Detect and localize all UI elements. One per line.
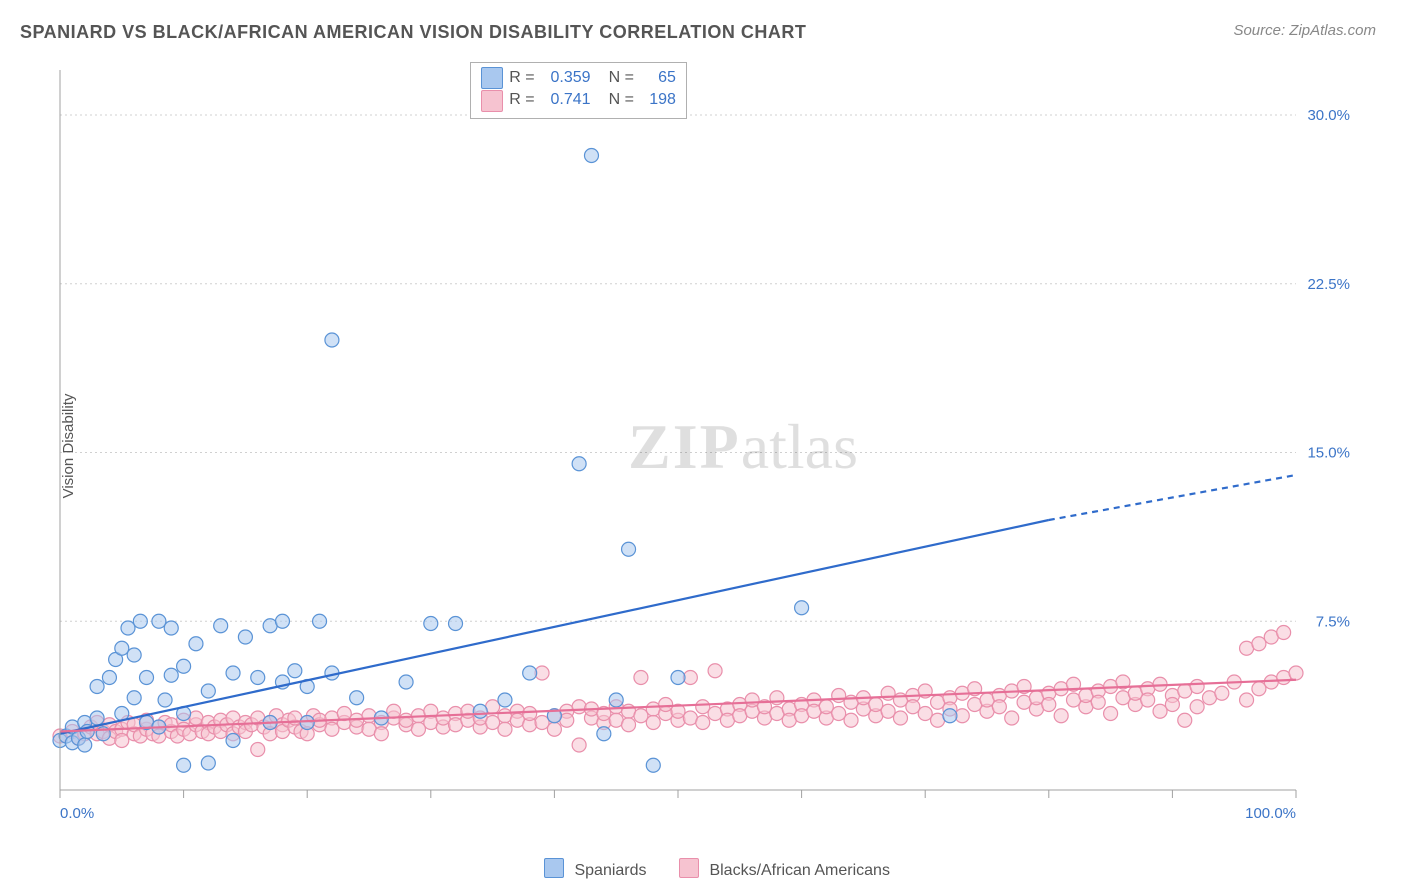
legend-label-spaniards: Spaniards xyxy=(574,862,646,879)
svg-text:100.0%: 100.0% xyxy=(1245,805,1296,822)
legend-label-blacks: Blacks/African Americans xyxy=(709,862,890,879)
svg-text:0.0%: 0.0% xyxy=(60,805,94,822)
legend-swatch-blacks xyxy=(679,858,699,878)
svg-text:7.5%: 7.5% xyxy=(1316,613,1350,630)
chart-title: SPANIARD VS BLACK/AFRICAN AMERICAN VISIO… xyxy=(20,22,806,43)
svg-text:22.5%: 22.5% xyxy=(1307,276,1350,293)
legend-swatch-spaniards xyxy=(544,858,564,878)
svg-text:30.0%: 30.0% xyxy=(1307,107,1350,124)
scatter-plot: 7.5% 15.0% 22.5% 30.0% ZIPatlas 0.0% 100.0% xyxy=(50,60,1356,830)
stats-legend-box: R = 0.359 N = 65 R = 0.741 N = 198 xyxy=(470,62,687,119)
source-label: Source: ZipAtlas.com xyxy=(1233,22,1376,39)
plot-svg: 7.5% 15.0% 22.5% 30.0% ZIPatlas 0.0% 100.0% xyxy=(50,60,1356,830)
svg-text:15.0%: 15.0% xyxy=(1307,445,1350,462)
legend-bottom: Spaniards Blacks/African Americans xyxy=(0,858,1406,880)
svg-text:ZIPatlas: ZIPatlas xyxy=(628,411,858,482)
